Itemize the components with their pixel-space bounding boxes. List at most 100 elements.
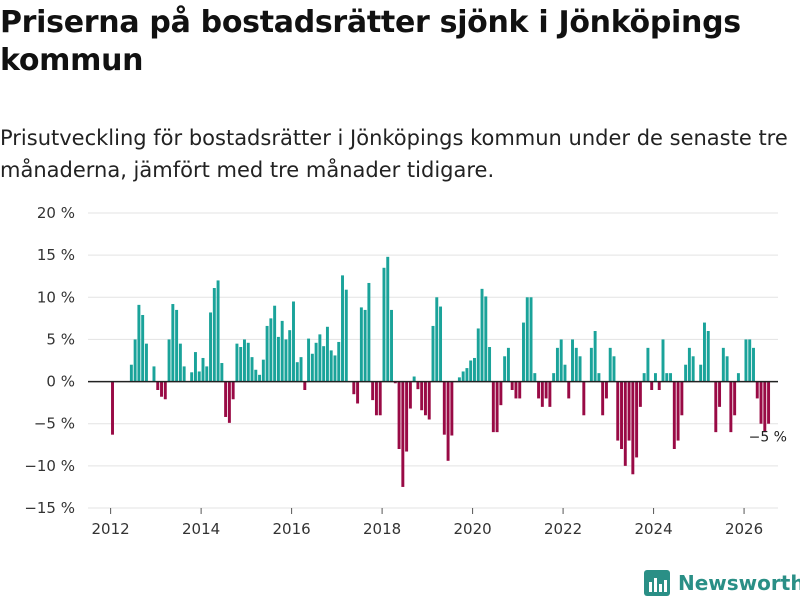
y-tick-label: −15 % <box>24 499 75 517</box>
bar <box>303 381 307 390</box>
bar <box>416 381 420 390</box>
bar <box>367 282 371 382</box>
brand-name: Newsworthy <box>678 571 800 595</box>
bar <box>574 347 578 382</box>
bar <box>193 352 197 382</box>
bar <box>299 357 303 382</box>
bar <box>552 373 556 382</box>
bar <box>529 297 533 382</box>
bar <box>295 362 299 382</box>
bar <box>235 343 239 382</box>
bar <box>182 366 186 382</box>
bar <box>258 374 262 382</box>
y-tick-label: 20 % <box>37 204 75 222</box>
bar <box>307 338 311 382</box>
bar <box>314 342 318 382</box>
bar <box>608 347 612 382</box>
bar <box>657 381 661 390</box>
bar <box>589 347 593 382</box>
bar <box>239 347 243 382</box>
bar <box>755 381 759 399</box>
x-tick-label: 2014 <box>182 520 220 538</box>
bar <box>616 381 620 441</box>
bar <box>457 377 461 382</box>
bar <box>205 366 209 382</box>
bar <box>763 381 767 433</box>
y-tick-label: 0 % <box>46 373 75 391</box>
bar <box>344 289 348 382</box>
bar <box>224 381 228 417</box>
bar <box>650 381 654 390</box>
bar <box>178 343 182 382</box>
bar <box>227 381 231 423</box>
bar <box>672 381 676 449</box>
bar <box>322 346 326 382</box>
bar <box>427 381 431 420</box>
bar <box>231 381 235 400</box>
bar <box>156 381 160 390</box>
x-tick-label: 2026 <box>725 520 763 538</box>
bar <box>284 339 288 382</box>
bar <box>423 381 427 416</box>
bar <box>484 296 488 382</box>
bar <box>476 328 480 382</box>
y-tick-label: −5 % <box>34 415 75 433</box>
bar <box>669 373 673 382</box>
bar <box>582 381 586 416</box>
y-tick-label: 15 % <box>37 246 75 264</box>
bar <box>160 381 163 397</box>
bar <box>141 314 145 382</box>
bar <box>473 357 476 382</box>
bar <box>522 322 525 382</box>
bar <box>382 267 386 382</box>
bar <box>209 312 213 382</box>
bar <box>250 357 254 382</box>
bar <box>684 364 688 382</box>
bar <box>461 371 465 382</box>
last-value-label: −5 % <box>749 430 787 446</box>
bar <box>412 376 416 382</box>
bar <box>665 373 669 382</box>
bar <box>397 381 401 449</box>
y-tick-label: 5 % <box>46 330 75 348</box>
bar <box>604 381 608 399</box>
bar <box>744 339 748 382</box>
bar <box>439 306 443 382</box>
bar <box>555 347 559 382</box>
newsworthy-logo-icon <box>644 570 670 596</box>
bar <box>401 381 405 487</box>
bar <box>333 355 337 382</box>
bar <box>393 381 397 384</box>
bar <box>152 366 156 382</box>
bar <box>197 371 201 382</box>
bar <box>729 381 733 433</box>
bar <box>341 275 344 382</box>
bar <box>499 381 503 406</box>
chart-title: Priserna på bostadsrätter sjönk i Jönköp… <box>0 5 741 78</box>
bar <box>620 381 623 449</box>
bar <box>544 381 548 399</box>
bar <box>767 381 771 424</box>
bar <box>356 381 360 404</box>
bar <box>559 339 563 382</box>
bar <box>748 339 752 382</box>
bar <box>273 305 277 382</box>
bar <box>597 373 601 382</box>
bar <box>752 347 755 382</box>
bar <box>578 356 582 382</box>
bar <box>514 381 518 399</box>
bar <box>533 373 537 382</box>
bar <box>405 381 409 452</box>
bar <box>390 309 393 382</box>
x-tick-label: 2020 <box>453 520 491 538</box>
bar <box>518 381 522 399</box>
bar <box>631 381 635 475</box>
bar <box>635 381 639 458</box>
bar <box>680 381 684 416</box>
bar <box>129 364 133 382</box>
bar <box>111 381 114 435</box>
bar <box>703 322 706 382</box>
bar <box>612 356 616 382</box>
bar-series <box>111 256 771 487</box>
x-tick-label: 2016 <box>273 520 311 538</box>
